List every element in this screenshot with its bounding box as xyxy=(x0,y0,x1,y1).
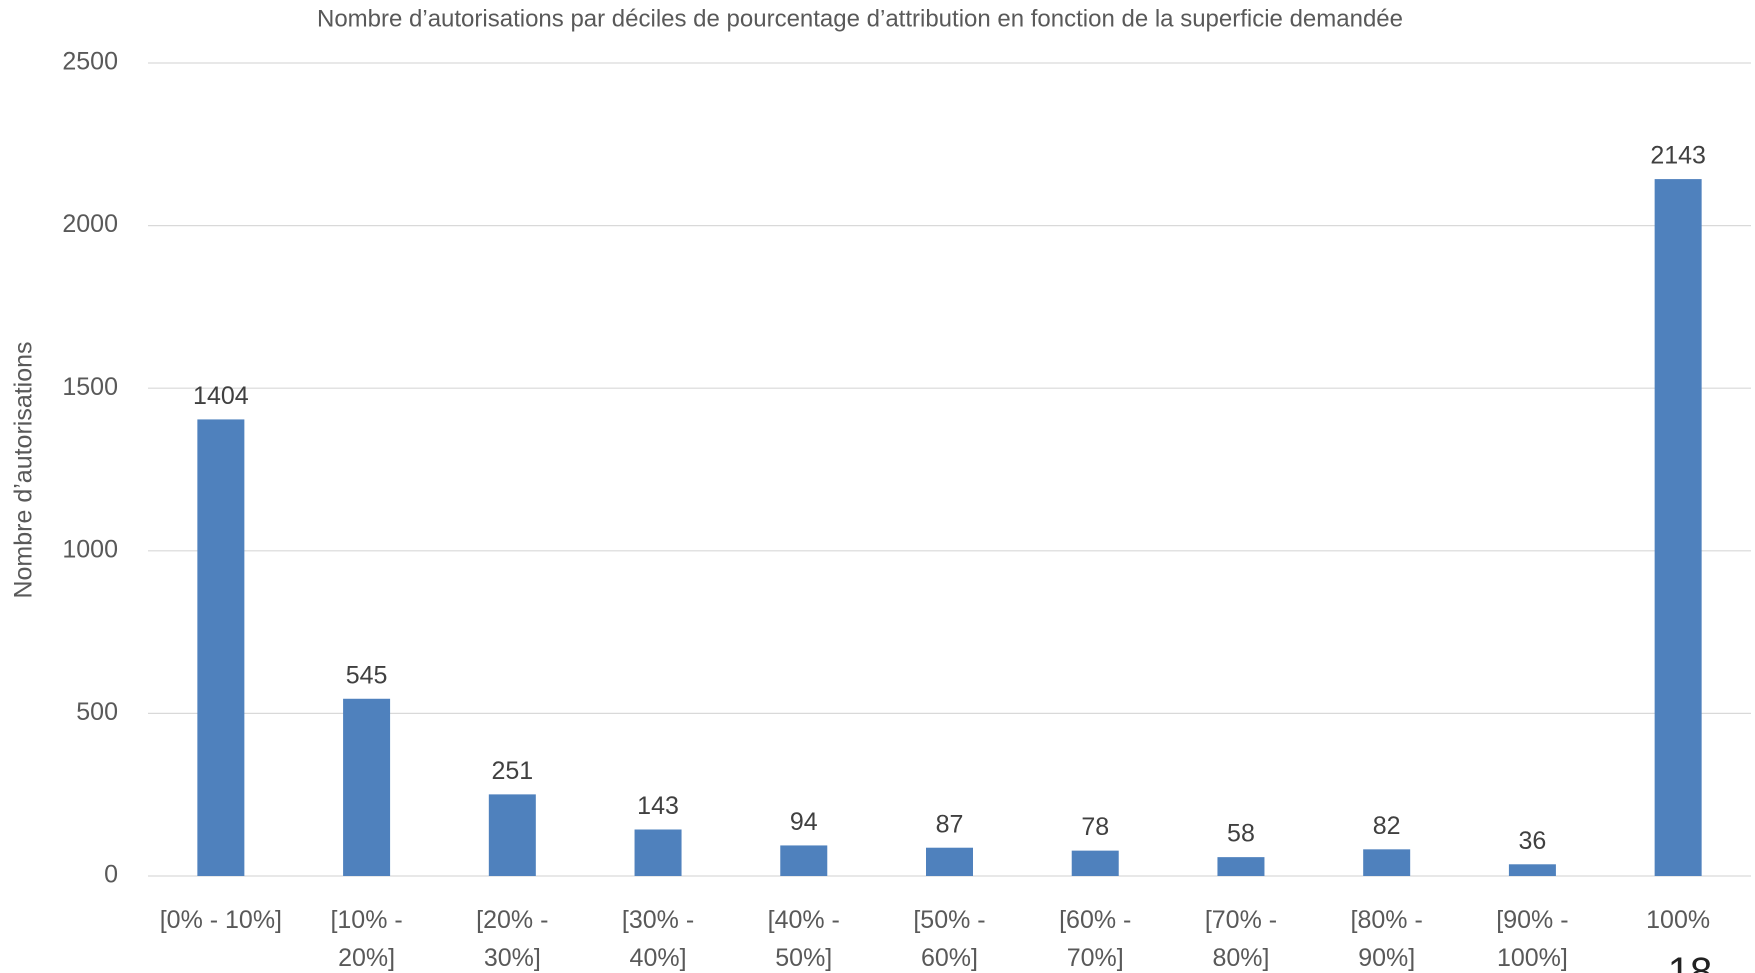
data-label: 1404 xyxy=(193,382,249,410)
data-label: 251 xyxy=(491,757,533,785)
x-tick-label: [50% -60%] xyxy=(913,906,985,972)
y-axis-label: Nombre d’autorisations xyxy=(10,341,38,598)
bar xyxy=(197,419,245,876)
data-label: 545 xyxy=(346,661,388,689)
page-number: 18 xyxy=(1668,950,1713,973)
bar xyxy=(926,847,973,876)
data-label: 82 xyxy=(1373,812,1401,840)
x-tick-label: [10% -20%] xyxy=(330,906,402,972)
data-label: 78 xyxy=(1081,813,1109,841)
chart-title: Nombre d’autorisations par déciles de po… xyxy=(317,5,1403,32)
bar xyxy=(1071,850,1119,876)
y-tick-label: 2500 xyxy=(62,48,118,76)
data-label: 94 xyxy=(790,808,818,836)
bar xyxy=(1363,849,1411,876)
bar xyxy=(780,845,828,876)
bar xyxy=(634,829,682,876)
bar xyxy=(1654,179,1702,876)
bar xyxy=(1217,857,1265,876)
bar xyxy=(343,698,391,876)
y-tick-label: 500 xyxy=(76,698,118,726)
x-tick-label: [0% - 10%] xyxy=(160,906,282,934)
x-tick-label: [70% -80%] xyxy=(1205,906,1277,972)
bar xyxy=(1508,864,1556,876)
y-tick-label: 0 xyxy=(104,861,118,889)
y-tick-label: 1000 xyxy=(62,535,118,563)
x-tick-label: [40% -50%] xyxy=(768,906,840,972)
data-label: 36 xyxy=(1519,827,1547,855)
data-label: 87 xyxy=(936,810,964,838)
data-label: 143 xyxy=(637,792,679,820)
x-tick-label: [80% -90%] xyxy=(1351,906,1423,972)
data-label: 58 xyxy=(1227,820,1255,848)
bar xyxy=(488,794,536,876)
x-tick-label: 100% xyxy=(1646,906,1710,934)
y-tick-label: 1500 xyxy=(62,373,118,401)
x-tick-label: [90% -100%] xyxy=(1496,906,1568,972)
data-label: 2143 xyxy=(1650,142,1706,170)
y-tick-label: 2000 xyxy=(62,210,118,238)
x-tick-label: [20% -30%] xyxy=(476,906,548,972)
x-tick-label: [60% -70%] xyxy=(1059,906,1131,972)
x-tick-label: [30% -40%] xyxy=(622,906,694,972)
